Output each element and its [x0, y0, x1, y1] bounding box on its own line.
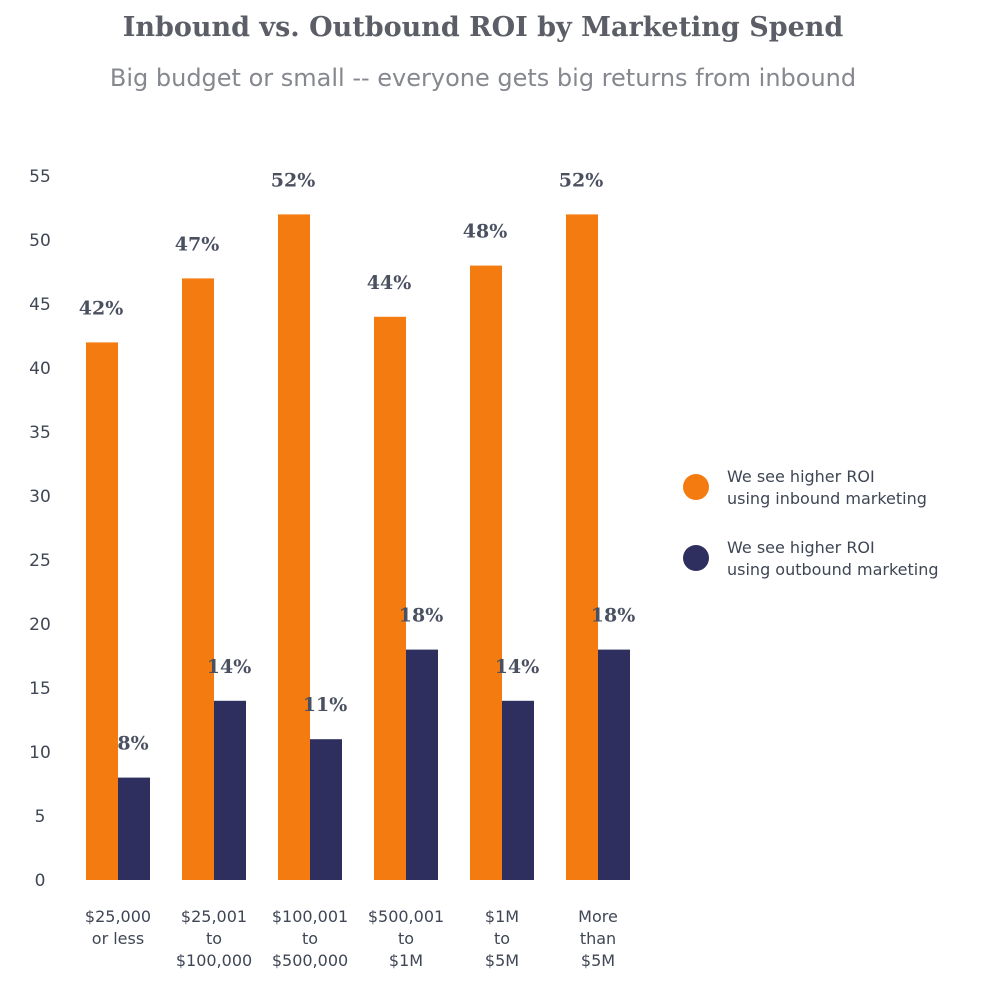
label-inbound-5: 52% [559, 169, 604, 191]
x-tick-label-4: $1M to $5M [485, 907, 519, 970]
value-labels: 42% 47% 52% 44% 48% 52% 8% 14% 11% 18% 14% 18% [79, 169, 636, 754]
label-outbound-0: 8% [117, 733, 148, 755]
label-outbound-3: 18% [399, 605, 444, 627]
bar-outbound-2 [310, 739, 342, 880]
x-tick-label-3: $500,001 to $1M [368, 907, 444, 970]
bar-outbound-1 [214, 700, 246, 880]
x-tick-label-0: $25,000 or less [85, 907, 151, 948]
bar-outbound-5 [598, 649, 630, 880]
bar-outbound-3 [406, 649, 438, 880]
y-axis: 0 5 10 15 20 25 30 35 40 45 50 55 [29, 167, 51, 891]
label-inbound-0: 42% [79, 297, 124, 319]
label-inbound-4: 48% [463, 221, 508, 243]
bar-outbound-0 [118, 777, 150, 880]
y-tick-label: 20 [29, 615, 51, 635]
bar-inbound-3 [374, 316, 406, 880]
label-inbound-3: 44% [367, 272, 412, 294]
y-tick-label: 0 [35, 871, 46, 891]
legend-swatch-outbound [683, 545, 709, 571]
legend-label-outbound: We see higher ROI using outbound marketi… [727, 538, 939, 579]
bar-inbound-2 [278, 214, 310, 880]
y-tick-label: 25 [29, 551, 51, 571]
y-tick-label: 55 [29, 167, 51, 187]
bar-outbound-4 [502, 700, 534, 880]
bar-inbound-5 [566, 214, 598, 880]
x-tick-label-2: $100,001 to $500,000 [272, 907, 348, 970]
y-tick-label: 5 [35, 807, 46, 827]
bar-inbound-4 [470, 265, 502, 881]
y-tick-label: 30 [29, 487, 51, 507]
legend-item-outbound: We see higher ROI using outbound marketi… [683, 537, 993, 587]
label-outbound-2: 11% [303, 694, 348, 716]
bar-inbound-0 [86, 342, 118, 880]
y-tick-label: 45 [29, 295, 51, 315]
legend-item-inbound: We see higher ROI using inbound marketin… [683, 466, 993, 516]
x-tick-label-5: More than $5M [578, 907, 618, 970]
y-tick-label: 50 [29, 231, 51, 251]
label-inbound-2: 52% [271, 169, 316, 191]
label-outbound-4: 14% [495, 656, 540, 678]
y-tick-label: 10 [29, 743, 51, 763]
bars [86, 214, 630, 881]
x-tick-label-1: $25,001 to $100,000 [176, 907, 252, 970]
y-tick-label: 15 [29, 679, 51, 699]
legend-label-inbound: We see higher ROI using inbound marketin… [727, 467, 927, 508]
label-outbound-5: 18% [591, 605, 636, 627]
chart-subtitle: Big budget or small -- everyone gets big… [109, 64, 857, 92]
legend-swatch-inbound [683, 474, 709, 500]
label-inbound-1: 47% [175, 233, 220, 255]
y-tick-label: 40 [29, 359, 51, 379]
bar-inbound-1 [182, 278, 214, 880]
chart-title: Inbound vs. Outbound ROI by Marketing Sp… [122, 12, 844, 43]
x-axis: $25,000 or less $25,001 to $100,000 $100,001 t… [85, 907, 618, 970]
y-tick-label: 35 [29, 423, 51, 443]
label-outbound-1: 14% [207, 656, 252, 678]
